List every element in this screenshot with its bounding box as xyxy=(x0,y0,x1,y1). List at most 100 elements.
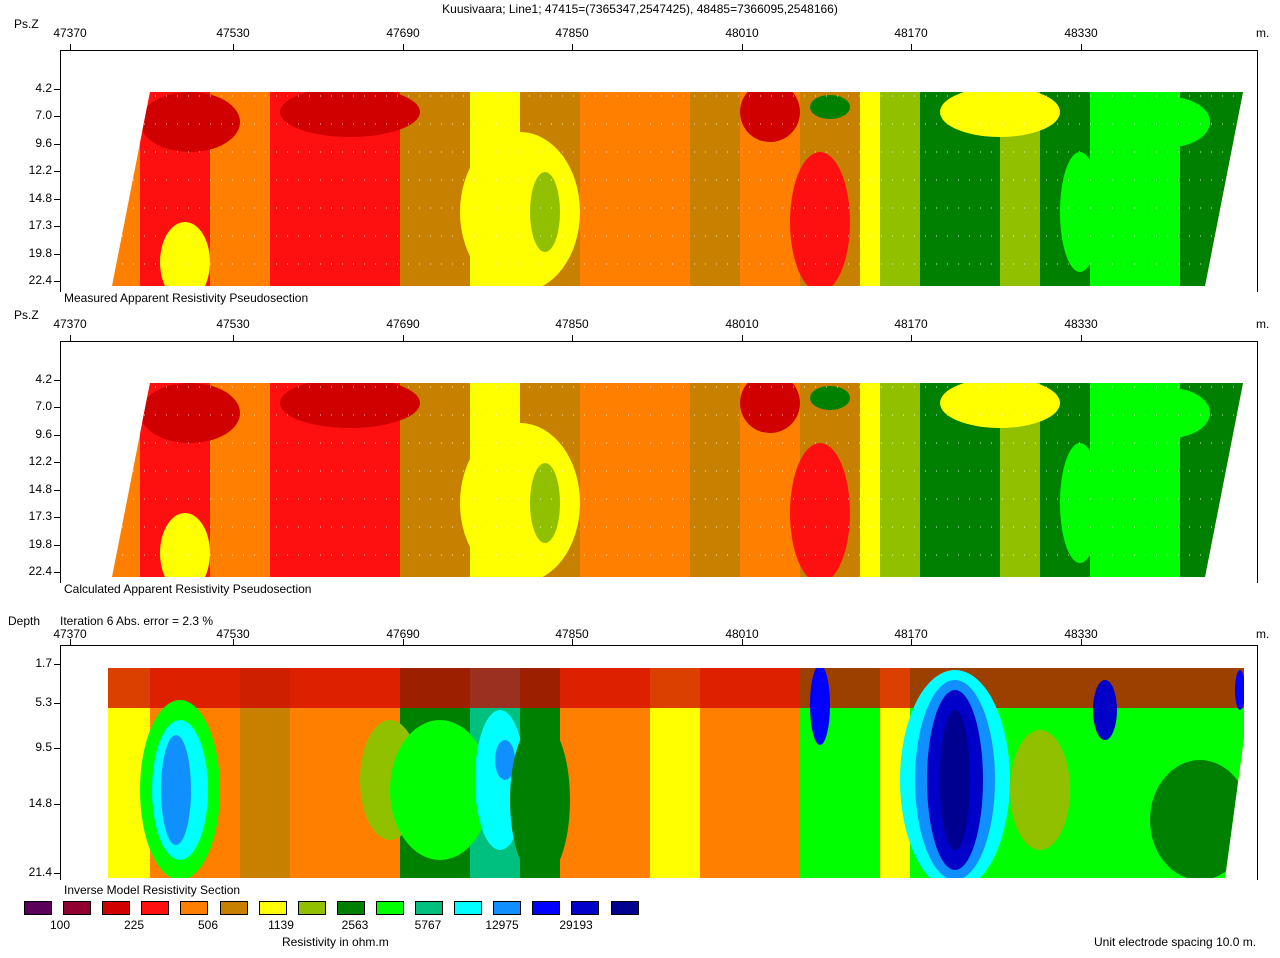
panel2-x-tick-mark xyxy=(233,335,234,341)
panel3-y-tick-mark xyxy=(54,748,60,749)
legend-label: 506 xyxy=(197,918,219,932)
panel1-x-tick-label: 47850 xyxy=(555,26,589,40)
panel1-x-tick-mark xyxy=(403,44,404,50)
legend-swatch xyxy=(610,901,639,915)
panel2-y-tick-mark xyxy=(54,462,60,464)
legend-label: 12975 xyxy=(485,918,519,932)
panel2-y-tick-label: 12.2 xyxy=(28,454,52,469)
panel3-y-tick-mark xyxy=(54,703,60,704)
panel2-y-tick-mark xyxy=(54,517,60,519)
panel1-axis-title: Ps.Z xyxy=(14,17,39,31)
panel1-y-tick-mark xyxy=(54,281,60,282)
panel3-y-tick-mark xyxy=(54,664,60,665)
panel2-cell xyxy=(530,463,560,543)
panel2-x-tick-label: 47850 xyxy=(555,317,589,331)
panel1-y-tick-mark xyxy=(54,116,60,118)
panel1-cell xyxy=(580,92,650,286)
panel3-x-tick-label: 47530 xyxy=(216,627,250,641)
panel3-x-tick-label: 47850 xyxy=(555,627,589,641)
legend-swatch xyxy=(258,901,287,915)
panel1-x-tick-mark xyxy=(1081,44,1082,50)
panel3-cell xyxy=(495,740,515,780)
panel1-cell xyxy=(860,92,880,286)
panel1-y-tick-label: 12.2 xyxy=(28,163,52,178)
panel2-x-tick-mark xyxy=(70,335,71,341)
panel2-y-tick-mark xyxy=(54,434,60,436)
panel1-x-tick-label: 48330 xyxy=(1064,26,1098,40)
legend-label: 2563 xyxy=(341,918,369,932)
panel1-x-tick-mark xyxy=(233,44,234,50)
panel2-y-tick-mark xyxy=(54,544,60,546)
panel1-cell xyxy=(400,92,470,286)
panel1-y-tick-mark xyxy=(54,89,60,90)
panel3-y-tick-mark xyxy=(54,804,60,805)
panel3-x-unit: m. xyxy=(1256,627,1270,641)
legend-swatch xyxy=(102,901,131,915)
panel3-x-tick-label: 48010 xyxy=(725,627,759,641)
panel3-cell xyxy=(161,735,191,845)
panel1-x-tick-mark xyxy=(911,44,912,50)
panel3-y-tick-label: 21.4 xyxy=(28,865,52,879)
panel1-y-tick-label: 19.8 xyxy=(28,245,52,260)
panel2-y-tick-mark xyxy=(54,380,60,381)
panel2-y-tick-label: 17.3 xyxy=(28,509,52,524)
panel1-y-tick-label: 9.6 xyxy=(35,135,52,150)
panel2-cell xyxy=(400,383,470,577)
panel2-cell xyxy=(740,383,800,433)
legend-swatch xyxy=(297,901,326,915)
panel2-x-tick-mark xyxy=(1081,335,1082,341)
panel3-x-tick-mark xyxy=(70,639,71,645)
panel3-cell xyxy=(390,720,490,860)
legend-swatch xyxy=(493,901,522,915)
panel2-cell xyxy=(810,386,850,410)
panel2-cell xyxy=(580,383,650,577)
panel2-x-tick-mark xyxy=(742,335,743,341)
panel2-y-tick-label: 14.8 xyxy=(28,481,52,496)
panel3-caption: Inverse Model Resistivity Section xyxy=(64,883,241,897)
panel2-x-tick-mark xyxy=(403,335,404,341)
legend-unit-label: Resistivity in ohm.m xyxy=(282,935,389,949)
legend-swatch xyxy=(63,901,92,915)
panel3-x-tick-label: 47690 xyxy=(386,627,420,641)
legend-label: 100 xyxy=(49,918,71,932)
panel3-cell xyxy=(510,720,570,878)
panel3-frame xyxy=(60,645,1258,880)
panel3-cell xyxy=(1235,670,1244,710)
panel1-y-tick-mark xyxy=(54,253,60,255)
panel3-subtitle: Iteration 6 Abs. error = 2.3 % xyxy=(60,614,214,628)
panel2-x-tick-label: 47530 xyxy=(216,317,250,331)
panel1-y-tick-label: 14.8 xyxy=(28,190,52,205)
panel3-cell xyxy=(810,668,830,745)
panel3-cell xyxy=(1150,760,1244,878)
panel1-y-tick-mark xyxy=(54,226,60,228)
panel2-cell xyxy=(280,383,420,428)
panel1-x-tick-label: 48010 xyxy=(725,26,759,40)
panel2-x-tick-label: 48170 xyxy=(894,317,928,331)
legend-swatch xyxy=(571,901,600,915)
panel2-y-tick-label: 22.4 xyxy=(28,564,52,578)
panel1-cell xyxy=(160,222,210,286)
legend-swatch xyxy=(454,901,483,915)
panel3-x-tick-mark xyxy=(1081,639,1082,645)
panel2-cell xyxy=(140,383,240,443)
panel2-cell xyxy=(690,383,740,577)
panel2-x-tick-label: 47690 xyxy=(386,317,420,331)
panel3-x-tick-label: 48170 xyxy=(894,627,928,641)
panel3-cell xyxy=(940,710,970,850)
panel2-y-tick-label: 9.6 xyxy=(35,426,52,441)
panel2-caption: Calculated Apparent Resistivity Pseudose… xyxy=(64,582,312,596)
legend-swatch xyxy=(180,901,209,915)
panel2-x-tick-label: 48330 xyxy=(1064,317,1098,331)
panel3-x-tick-mark xyxy=(742,639,743,645)
panel3-y-tick-mark xyxy=(54,873,60,874)
panel2-cell xyxy=(880,383,920,577)
panel1-x-tick-mark xyxy=(70,44,71,50)
panel1-y-tick-mark xyxy=(54,171,60,173)
chart-title: Kuusivaara; Line1; 47415=(7365347,254742… xyxy=(442,2,838,16)
panel1-y-tick-label: 22.4 xyxy=(28,273,52,287)
legend-label: 1139 xyxy=(268,918,294,932)
panel2-cell xyxy=(160,513,210,577)
panel1-x-unit: m. xyxy=(1256,26,1270,40)
